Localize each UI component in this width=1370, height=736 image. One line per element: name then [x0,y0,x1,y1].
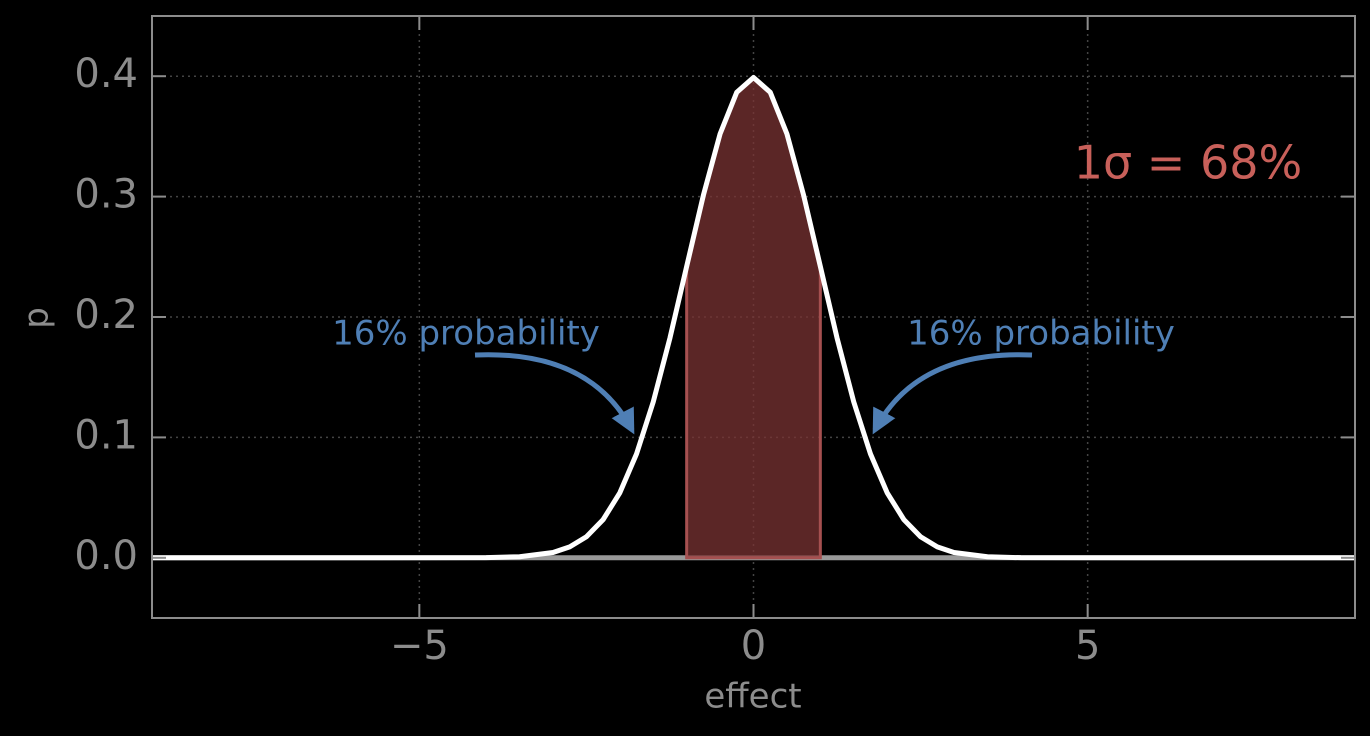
x-tick-label: 5 [1075,623,1100,669]
arrow [474,352,635,435]
annotation: 1σ = 68% [1074,136,1302,190]
y-axis-label: p [17,307,57,329]
line [152,75,1355,561]
y-tick-label: 0.0 [74,533,138,579]
x-tick-label: 0 [741,623,766,669]
y-tick-label: 0.1 [74,412,138,458]
annotation: 16% probability [907,314,1175,354]
y-tick-label: 0.4 [74,51,138,97]
annotation: 16% probability [332,314,600,354]
y-tick-label: 0.3 [74,172,138,218]
x-axis-label: effect [704,677,801,717]
x-tick-label: −5 [390,623,449,669]
y-tick-label: 0.2 [74,292,138,338]
arrow [872,352,1033,435]
